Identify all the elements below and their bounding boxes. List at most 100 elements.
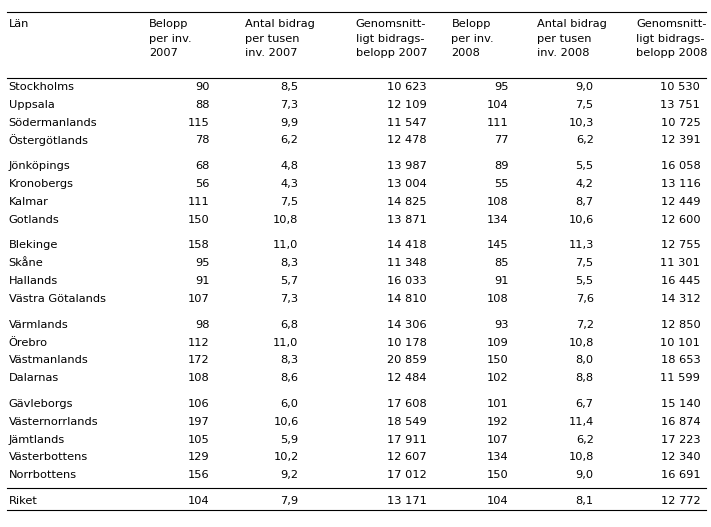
Text: 12 391: 12 391 bbox=[661, 135, 700, 145]
Text: Skåne: Skåne bbox=[9, 258, 43, 268]
Text: 98: 98 bbox=[196, 320, 210, 330]
Text: Län: Län bbox=[9, 19, 29, 29]
Text: 5,5: 5,5 bbox=[576, 161, 594, 171]
Text: Antal bidrag: Antal bidrag bbox=[537, 19, 606, 29]
Text: Västernorrlands: Västernorrlands bbox=[9, 417, 98, 427]
Text: 112: 112 bbox=[188, 338, 210, 347]
Text: 104: 104 bbox=[487, 496, 508, 506]
Text: 106: 106 bbox=[188, 399, 210, 409]
Text: 111: 111 bbox=[486, 118, 508, 128]
Text: 6,2: 6,2 bbox=[281, 135, 299, 145]
Text: 10,6: 10,6 bbox=[568, 214, 594, 225]
Text: Hallands: Hallands bbox=[9, 276, 58, 286]
Text: 8,7: 8,7 bbox=[576, 197, 594, 207]
Text: Örebro: Örebro bbox=[9, 338, 48, 347]
Text: 17 608: 17 608 bbox=[387, 399, 427, 409]
Text: 10,8: 10,8 bbox=[568, 453, 594, 463]
Text: 12 755: 12 755 bbox=[661, 240, 700, 250]
Text: 17 223: 17 223 bbox=[661, 435, 700, 445]
Text: 13 004: 13 004 bbox=[387, 179, 427, 189]
Text: 4,8: 4,8 bbox=[281, 161, 299, 171]
Text: 11,3: 11,3 bbox=[568, 240, 594, 250]
Text: ligt bidrags-: ligt bidrags- bbox=[356, 34, 424, 44]
Text: 8,6: 8,6 bbox=[281, 373, 299, 383]
Text: 2008: 2008 bbox=[451, 48, 481, 58]
Text: 12 484: 12 484 bbox=[387, 373, 427, 383]
Text: Västra Götalands: Västra Götalands bbox=[9, 294, 105, 304]
Text: 134: 134 bbox=[487, 214, 508, 225]
Text: 11,0: 11,0 bbox=[273, 240, 299, 250]
Text: 4,2: 4,2 bbox=[576, 179, 594, 189]
Text: 91: 91 bbox=[196, 276, 210, 286]
Text: Uppsala: Uppsala bbox=[9, 100, 54, 110]
Text: 12 109: 12 109 bbox=[387, 100, 427, 110]
Text: per inv.: per inv. bbox=[149, 34, 192, 44]
Text: 13 751: 13 751 bbox=[661, 100, 700, 110]
Text: 18 653: 18 653 bbox=[661, 355, 700, 365]
Text: 18 549: 18 549 bbox=[387, 417, 427, 427]
Text: belopp 2008: belopp 2008 bbox=[636, 48, 708, 58]
Text: 6,8: 6,8 bbox=[281, 320, 299, 330]
Text: 13 871: 13 871 bbox=[387, 214, 427, 225]
Text: Stockholms: Stockholms bbox=[9, 82, 75, 92]
Text: per tusen: per tusen bbox=[537, 34, 592, 44]
Text: ligt bidrags-: ligt bidrags- bbox=[636, 34, 705, 44]
Text: 145: 145 bbox=[487, 240, 508, 250]
Text: 9,0: 9,0 bbox=[576, 470, 594, 480]
Text: Värmlands: Värmlands bbox=[9, 320, 68, 330]
Text: Genomsnitt-: Genomsnitt- bbox=[636, 19, 707, 29]
Text: 105: 105 bbox=[188, 435, 210, 445]
Text: per inv.: per inv. bbox=[451, 34, 494, 44]
Text: 5,9: 5,9 bbox=[281, 435, 299, 445]
Text: 11,0: 11,0 bbox=[273, 338, 299, 347]
Text: 12 772: 12 772 bbox=[661, 496, 700, 506]
Text: 108: 108 bbox=[486, 294, 508, 304]
Text: Norrbottens: Norrbottens bbox=[9, 470, 77, 480]
Text: 7,5: 7,5 bbox=[576, 100, 594, 110]
Text: inv. 2008: inv. 2008 bbox=[537, 48, 589, 58]
Text: 192: 192 bbox=[487, 417, 508, 427]
Text: 10 178: 10 178 bbox=[387, 338, 427, 347]
Text: 102: 102 bbox=[487, 373, 508, 383]
Text: 8,5: 8,5 bbox=[281, 82, 299, 92]
Text: 16 691: 16 691 bbox=[661, 470, 700, 480]
Text: 14 418: 14 418 bbox=[387, 240, 427, 250]
Text: 78: 78 bbox=[196, 135, 210, 145]
Text: 12 607: 12 607 bbox=[387, 453, 427, 463]
Text: 20 859: 20 859 bbox=[387, 355, 427, 365]
Text: 16 033: 16 033 bbox=[387, 276, 427, 286]
Text: 150: 150 bbox=[188, 214, 210, 225]
Text: 89: 89 bbox=[494, 161, 508, 171]
Text: 77: 77 bbox=[494, 135, 508, 145]
Text: 16 445: 16 445 bbox=[661, 276, 700, 286]
Text: 6,7: 6,7 bbox=[576, 399, 594, 409]
Text: 107: 107 bbox=[188, 294, 210, 304]
Text: 156: 156 bbox=[188, 470, 210, 480]
Text: 11 348: 11 348 bbox=[387, 258, 427, 268]
Text: 8,0: 8,0 bbox=[576, 355, 594, 365]
Text: 11 599: 11 599 bbox=[661, 373, 700, 383]
Text: 104: 104 bbox=[188, 496, 210, 506]
Text: 14 810: 14 810 bbox=[387, 294, 427, 304]
Text: 17 012: 17 012 bbox=[387, 470, 427, 480]
Text: 6,2: 6,2 bbox=[576, 435, 594, 445]
Text: 10 623: 10 623 bbox=[387, 82, 427, 92]
Text: Kronobergs: Kronobergs bbox=[9, 179, 73, 189]
Text: 93: 93 bbox=[494, 320, 508, 330]
Text: 4,3: 4,3 bbox=[281, 179, 299, 189]
Text: 108: 108 bbox=[486, 197, 508, 207]
Text: 17 911: 17 911 bbox=[387, 435, 427, 445]
Text: 10 101: 10 101 bbox=[661, 338, 700, 347]
Text: 13 987: 13 987 bbox=[387, 161, 427, 171]
Text: 85: 85 bbox=[494, 258, 508, 268]
Text: Riket: Riket bbox=[9, 496, 38, 506]
Text: 150: 150 bbox=[486, 470, 508, 480]
Text: 14 825: 14 825 bbox=[387, 197, 427, 207]
Text: 10,8: 10,8 bbox=[568, 338, 594, 347]
Text: 16 874: 16 874 bbox=[661, 417, 700, 427]
Text: 6,0: 6,0 bbox=[281, 399, 299, 409]
Text: 172: 172 bbox=[188, 355, 210, 365]
Text: 115: 115 bbox=[188, 118, 210, 128]
Text: 13 171: 13 171 bbox=[387, 496, 427, 506]
Text: per tusen: per tusen bbox=[245, 34, 300, 44]
